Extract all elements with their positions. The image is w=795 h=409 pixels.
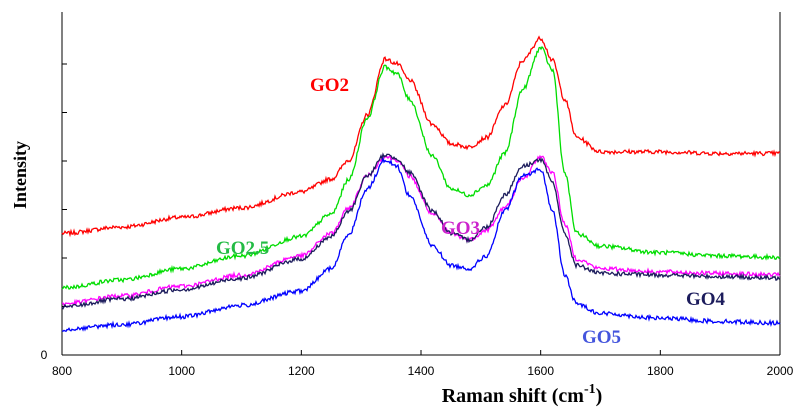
y-tick-label-0: 0 [41,348,48,362]
x-tick-label-800: 800 [52,364,72,378]
x-axis-title-suffix: ) [596,385,603,407]
series-lines [61,35,781,333]
x-axis-title-main: Raman shift (cm [442,385,585,407]
x-axis-title-superscript: -1 [584,382,596,397]
x-tick-label-1200: 1200 [288,364,315,378]
axes [61,12,781,356]
series-label-go2: GO2 [310,75,349,96]
series-label-go2-5: GO2.5 [216,238,269,259]
series-label-go4: GO4 [686,289,726,310]
x-tick-labels: 800 1000 1200 1400 1600 1800 2000 [52,364,794,378]
series-line-go4 [61,152,781,310]
series-label-go5: GO5 [582,327,621,348]
x-tick-label-1800: 1800 [647,364,674,378]
y-axis-title: Intensity [10,141,30,209]
series-line-go2-5 [61,45,781,290]
x-tick-label-2000: 2000 [767,364,794,378]
series-label-go3: GO3 [441,218,480,239]
series-line-go2 [61,35,781,238]
y-tick-labels: 0 [41,348,48,362]
x-ticks [61,350,781,355]
series-line-go3 [62,154,781,307]
x-axis-title: Raman shift (cm-1) [442,382,603,407]
x-tick-label-1000: 1000 [168,364,195,378]
series-line-go5 [61,156,781,333]
x-tick-label-1600: 1600 [527,364,554,378]
x-tick-label-1400: 1400 [408,364,435,378]
y-ticks [62,63,67,356]
